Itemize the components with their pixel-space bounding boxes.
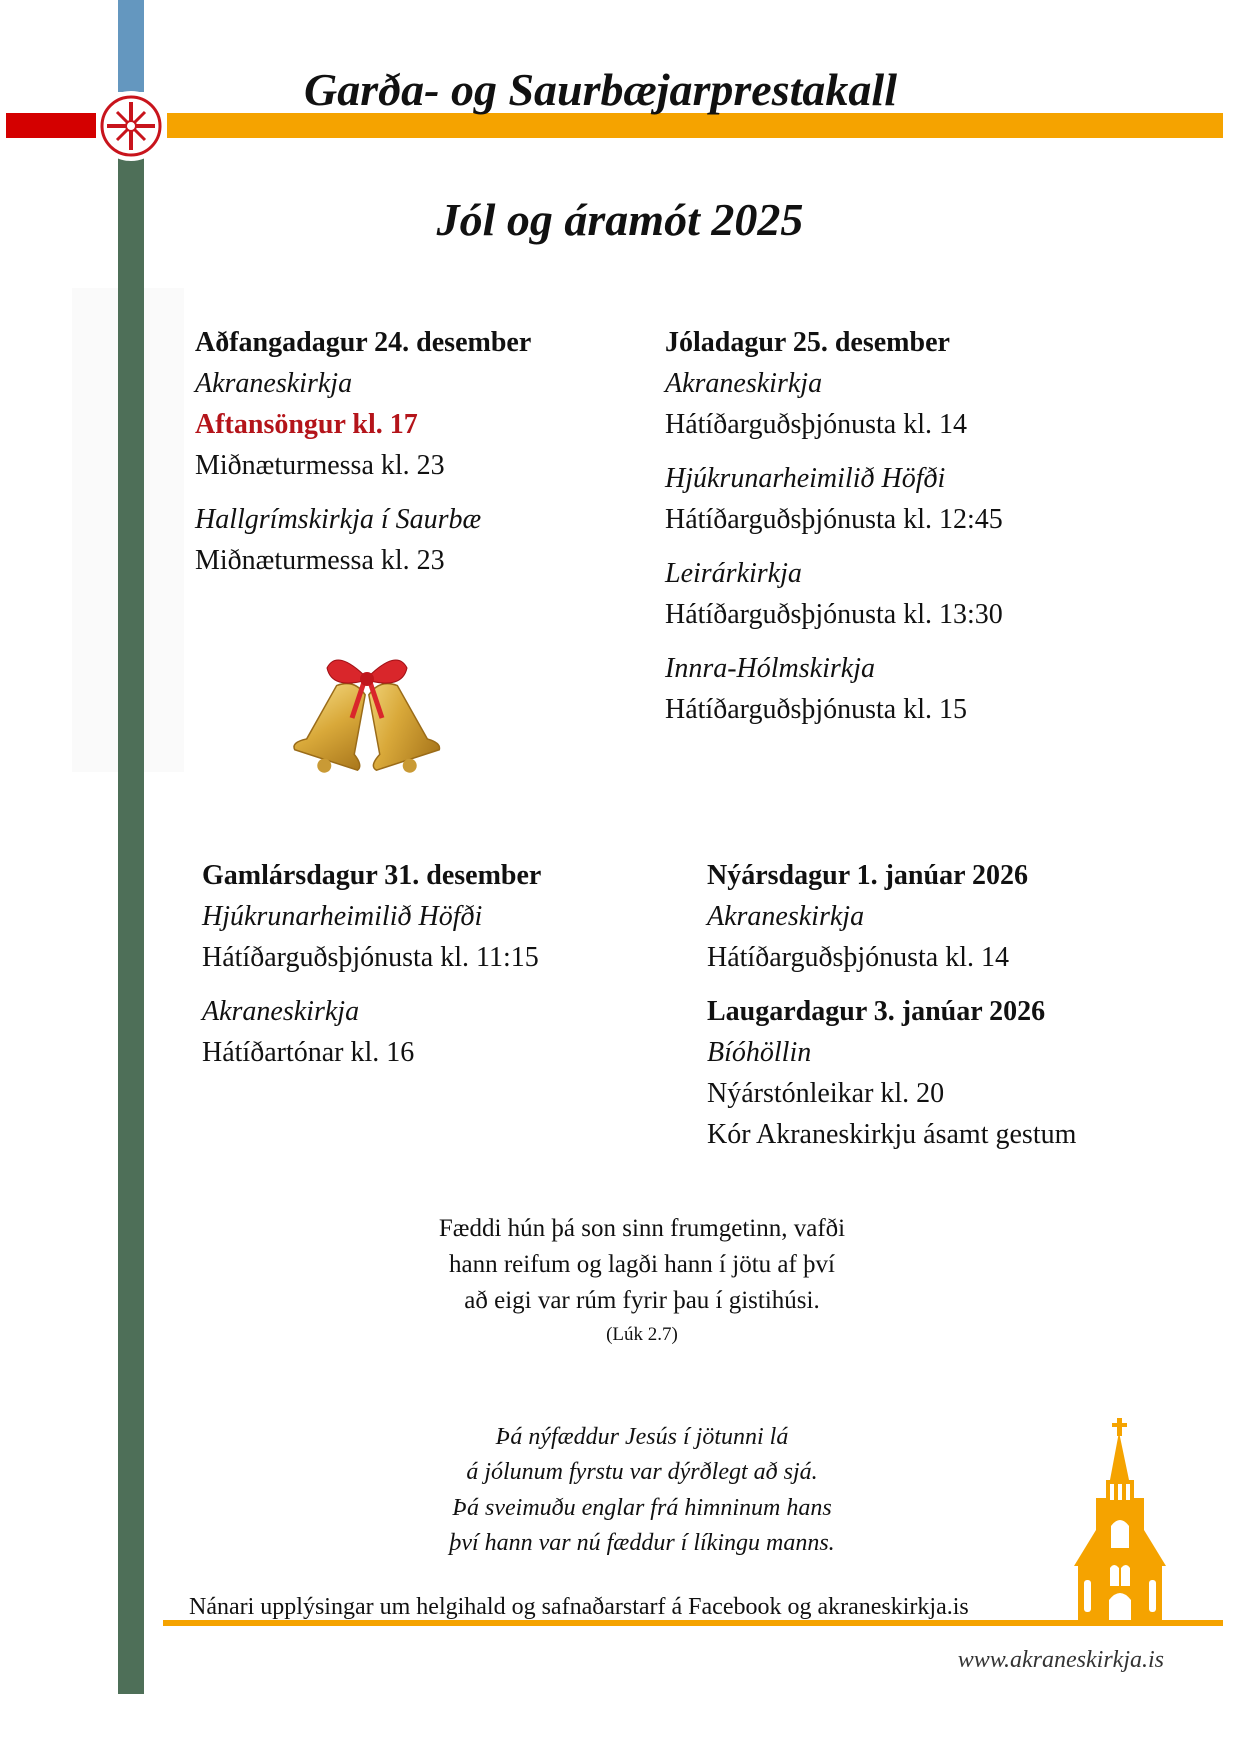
day-heading: Jóladagur 25. desember [665,327,950,358]
scripture-line: að eigi var rúm fyrir þau í gistihúsi. [464,1287,820,1314]
place: Akraneskirkja [665,368,823,399]
church-silhouette-icon [1074,1418,1166,1622]
place: Hallgrímskirkja í Saurbæ [195,504,482,535]
scripture-line: hann reifum og lagði hann í jötu af því [448,1251,836,1278]
event: Hátíðarguðsþjónusta kl. 14 [707,942,1010,973]
blue-vertical-bar [118,0,144,92]
place: Hjúkrunarheimilið Höfði [202,901,483,932]
footer-orange-line [163,1620,1223,1626]
footer-info: Nánari upplýsingar um helgihald og safna… [189,1594,969,1620]
scripture-line: Fæddi hún þá son sinn frumgetinn, vafði [438,1215,846,1242]
day-heading: Gamlársdagur 31. desember [202,860,542,891]
page-title: Jól og áramót 2025 [436,194,804,245]
green-vertical-bar [118,158,144,1694]
event: Hátíðarguðsþjónusta kl. 13:30 [665,599,1003,630]
orange-horizontal-bar [167,113,1223,138]
scripture-reference: (Lúk 2.7) [606,1324,678,1345]
christmas-bells-icon [293,659,441,773]
place: Akraneskirkja [202,996,360,1027]
place: Hjúkrunarheimilið Höfði [665,463,946,494]
parish-title: Garða- og Saurbæjarprestakall [304,64,897,115]
day-heading: Nýársdagur 1. janúar 2026 [707,860,1029,891]
poem-line: Þá nýfæddur Jesús í jötunni lá [495,1424,789,1450]
place: Akraneskirkja [707,901,865,932]
day-heading: Laugardagur 3. janúar 2026 [707,996,1046,1027]
poem-line: á jólunum fyrstu var dýrðlegt að sjá. [466,1459,818,1485]
red-horizontal-bar [6,113,96,138]
event: Nýárstónleikar kl. 20 [707,1078,945,1109]
event: Hátíðarguðsþjónusta kl. 15 [665,694,968,725]
place: Akraneskirkja [195,368,353,399]
place: Bíóhöllin [707,1037,812,1068]
event: Hátíðarguðsþjónusta kl. 14 [665,409,968,440]
event: Hátíðartónar kl. 16 [202,1037,415,1068]
church-cross-emblem-icon [96,91,166,161]
website-link[interactable]: www.akraneskirkja.is [957,1647,1164,1673]
place: Innra-Hólmskirkja [665,653,875,684]
poem-line: Þá sveimuðu englar frá himninum hans [452,1495,832,1521]
place: Leirárkirkja [665,558,802,589]
event-highlight: Aftansöngur kl. 17 [195,409,418,440]
poem-line: því hann var nú fæddur í líkingu manns. [449,1530,835,1556]
day-heading: Aðfangadagur 24. desember [195,327,532,358]
event: Hátíðarguðsþjónusta kl. 12:45 [665,504,1003,535]
event: Miðnæturmessa kl. 23 [195,450,445,481]
event: Hátíðarguðsþjónusta kl. 11:15 [202,942,539,973]
event: Kór Akraneskirkju ásamt gestum [707,1119,1077,1150]
event: Miðnæturmessa kl. 23 [195,545,445,576]
